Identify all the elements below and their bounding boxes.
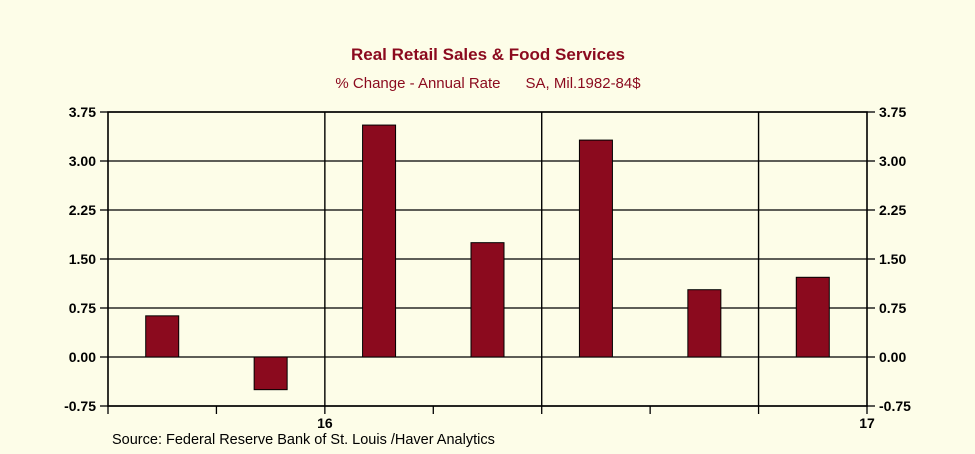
bar [253, 356, 288, 391]
bar [362, 124, 397, 358]
y-tick-label-right: 3.75 [879, 104, 906, 120]
y-tick-label-right: 3.00 [879, 153, 906, 169]
bar [578, 139, 613, 358]
bar [145, 315, 180, 358]
chart-title: Real Retail Sales & Food Services [351, 45, 625, 64]
x-tick-label: 16 [317, 415, 333, 431]
y-tick-label-right: 0.75 [879, 300, 906, 316]
y-tick-label-right: 1.50 [879, 251, 906, 267]
y-tick-label-right: -0.75 [879, 398, 911, 414]
y-tick-label-left: -0.75 [64, 398, 96, 414]
y-tick-label-right: 2.25 [879, 202, 906, 218]
y-tick-label-left: 3.00 [69, 153, 96, 169]
y-tick-label-left: 3.75 [69, 104, 96, 120]
bar [687, 289, 722, 358]
source-note: Source: Federal Reserve Bank of St. Loui… [112, 432, 495, 448]
x-tick-label: 17 [859, 415, 875, 431]
y-tick-label-left: 0.75 [69, 300, 96, 316]
bar [470, 242, 505, 358]
bars [145, 124, 830, 391]
tick-labels: 3.75 3.75 3.00 3.00 2.25 2.25 1.50 1.50 0.75 0.75… [64, 104, 911, 431]
y-tick-label-left: 2.25 [69, 202, 96, 218]
y-tick-label-left: 0.00 [69, 349, 96, 365]
chart-subtitle: % Change - Annual Rate SA, Mil.1982-84$ [335, 75, 641, 92]
axes [100, 111, 875, 414]
bar [795, 276, 830, 358]
y-tick-label-left: 1.50 [69, 251, 96, 267]
plot-frame [107, 111, 868, 407]
y-tick-label-right: 0.00 [879, 349, 906, 365]
